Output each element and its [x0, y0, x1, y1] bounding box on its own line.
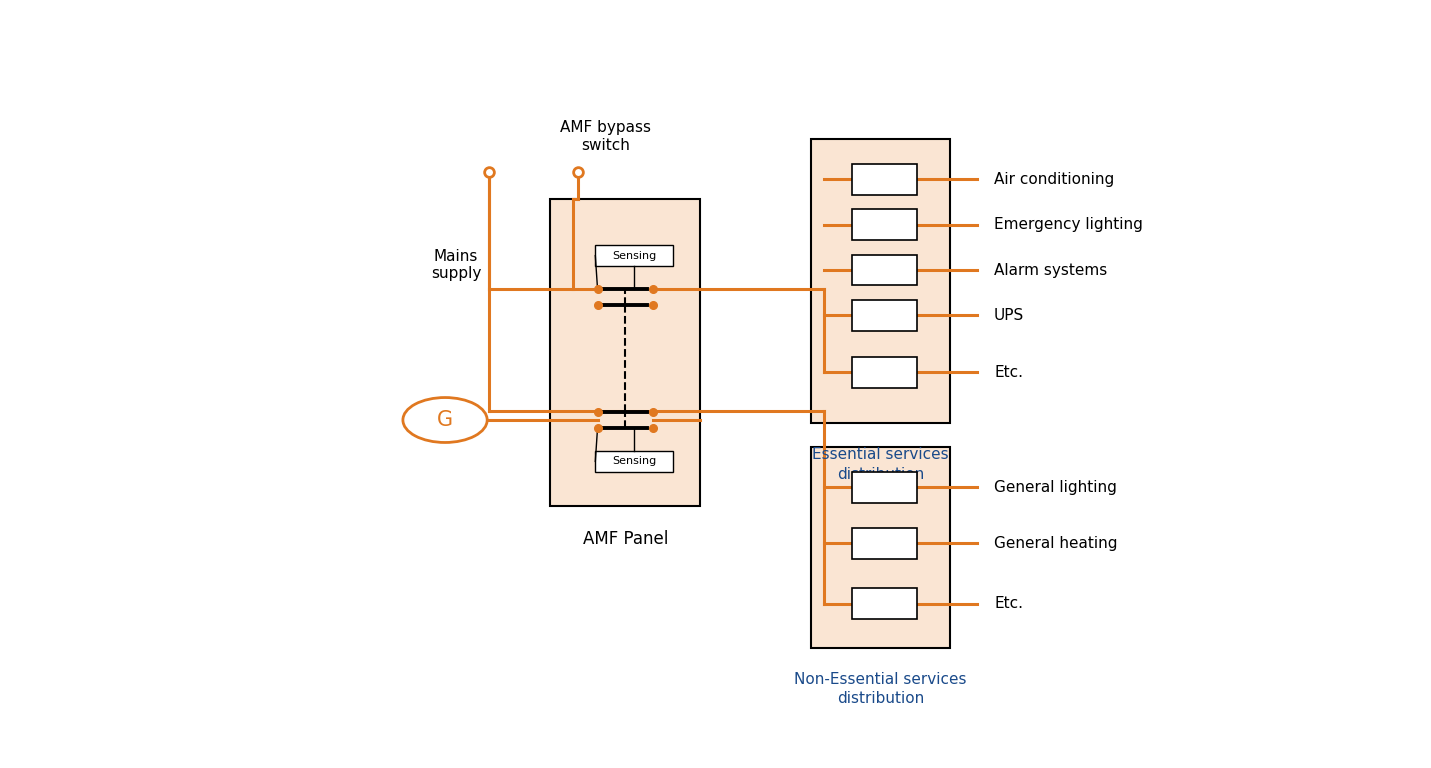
Text: Emergency lighting: Emergency lighting — [995, 217, 1143, 232]
Text: UPS: UPS — [995, 308, 1025, 323]
Text: Non-Essential services
distribution: Non-Essential services distribution — [794, 672, 966, 707]
FancyBboxPatch shape — [853, 255, 917, 286]
FancyBboxPatch shape — [811, 140, 950, 423]
Text: Mains
supply: Mains supply — [431, 249, 481, 281]
Text: Essential services
distribution: Essential services distribution — [811, 447, 949, 482]
FancyBboxPatch shape — [595, 245, 673, 266]
FancyBboxPatch shape — [811, 447, 950, 648]
Text: Sensing: Sensing — [612, 250, 657, 260]
FancyBboxPatch shape — [853, 472, 917, 502]
Text: Sensing: Sensing — [612, 456, 657, 466]
Circle shape — [404, 398, 487, 442]
FancyBboxPatch shape — [853, 300, 917, 331]
FancyBboxPatch shape — [853, 164, 917, 194]
Text: Alarm systems: Alarm systems — [995, 263, 1108, 277]
FancyBboxPatch shape — [853, 357, 917, 388]
FancyBboxPatch shape — [853, 588, 917, 619]
Text: AMF Panel: AMF Panel — [582, 530, 668, 548]
FancyBboxPatch shape — [551, 199, 700, 506]
FancyBboxPatch shape — [595, 451, 673, 472]
Text: G: G — [436, 410, 454, 430]
Text: General heating: General heating — [995, 536, 1118, 551]
Text: General lighting: General lighting — [995, 480, 1116, 495]
FancyBboxPatch shape — [853, 209, 917, 240]
FancyBboxPatch shape — [853, 528, 917, 559]
Text: Air conditioning: Air conditioning — [995, 172, 1115, 187]
Text: Etc.: Etc. — [995, 596, 1023, 611]
Text: Etc.: Etc. — [995, 365, 1023, 379]
Text: AMF bypass
switch: AMF bypass switch — [561, 121, 651, 153]
